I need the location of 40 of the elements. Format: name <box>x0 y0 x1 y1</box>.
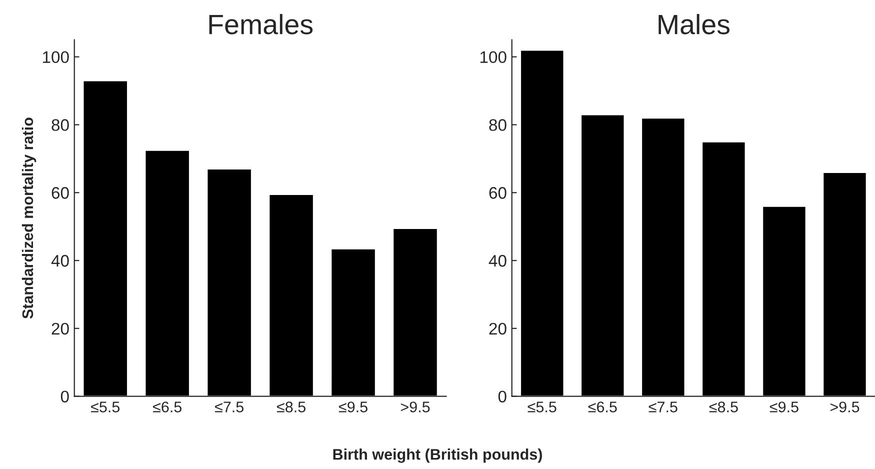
chart-title: Males <box>658 14 730 34</box>
x-tick-label: >9.5 <box>830 402 860 412</box>
x-tick-label: ≤9.5 <box>770 402 798 412</box>
bar <box>144 149 190 396</box>
x-tick-label: ≤9.5 <box>338 402 368 412</box>
x-tick-label: ≤8.5 <box>276 402 306 412</box>
bar <box>701 141 746 396</box>
bar <box>520 49 565 396</box>
y-tick-label: 0 <box>60 390 69 403</box>
x-tick-label: ≤7.5 <box>648 402 678 412</box>
x-axis-title: Birth weight (British pounds) <box>333 448 542 463</box>
x-tick-label: >9.5 <box>400 402 430 412</box>
x-tick-label: ≤7.5 <box>214 402 244 412</box>
y-tick-label: 20 <box>489 322 506 335</box>
bar <box>82 80 128 396</box>
x-tick-label: ≤8.5 <box>709 402 738 412</box>
chart-title: Females <box>209 14 313 34</box>
y-tick-label: 100 <box>42 51 69 64</box>
y-tick-label: 20 <box>52 322 69 335</box>
bar <box>580 114 626 396</box>
y-tick-label: 100 <box>480 51 506 64</box>
x-tick-label: ≤6.5 <box>588 402 617 412</box>
x-tick-label: ≤6.5 <box>153 402 182 412</box>
y-tick-label: 80 <box>52 119 69 131</box>
bar <box>206 168 252 396</box>
y-axis-title: Standardized mortality ratio <box>22 118 36 319</box>
y-tick-label: 60 <box>52 187 69 199</box>
y-tick-label: 80 <box>489 119 506 131</box>
y-tick-label: 60 <box>489 187 506 199</box>
bar <box>330 248 376 396</box>
x-tick-label: ≤5.5 <box>528 402 556 412</box>
bar <box>822 172 868 396</box>
y-tick-label: 40 <box>51 254 69 267</box>
y-tick-label: 40 <box>488 254 506 267</box>
y-tick-label: 0 <box>498 390 506 403</box>
bar <box>640 117 686 396</box>
bar <box>762 206 807 396</box>
bar <box>392 228 438 396</box>
x-tick-label: ≤5.5 <box>91 402 120 412</box>
bar <box>268 194 314 396</box>
